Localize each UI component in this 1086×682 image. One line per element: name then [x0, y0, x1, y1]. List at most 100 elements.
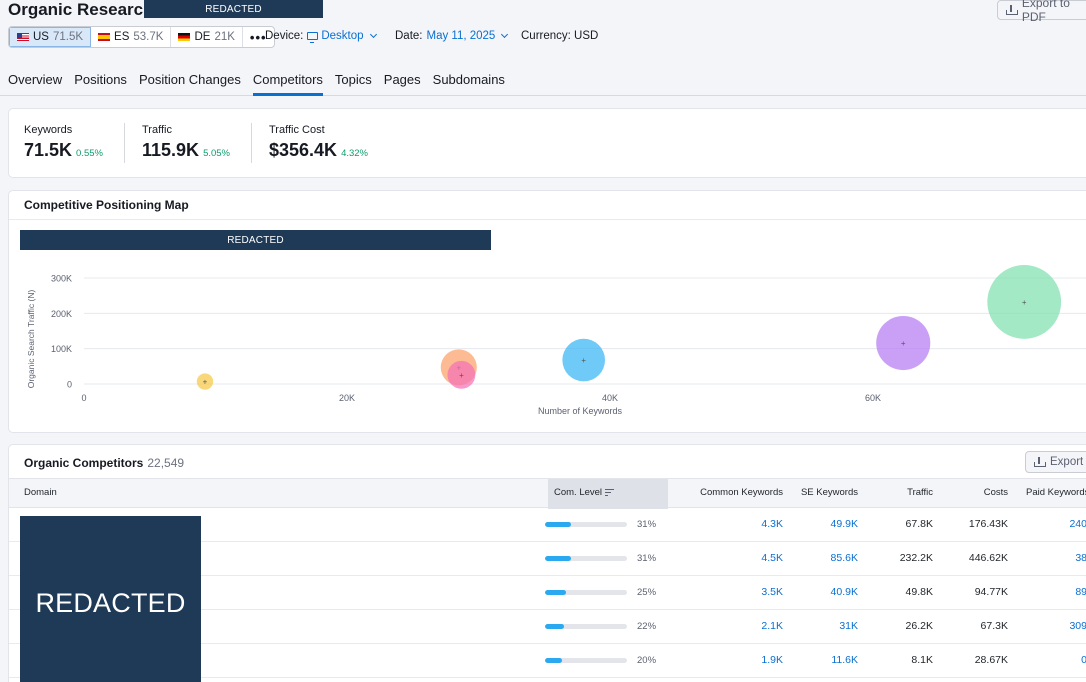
- col-costs[interactable]: Costs: [983, 487, 1008, 498]
- positioning-map-card: Competitive Positioning Map REDACTED 0 10…: [8, 190, 1086, 433]
- common-keywords-link[interactable]: 4.5K: [761, 552, 783, 564]
- table-row[interactable]: 25% 3.5K 40.9K 49.8K 94.77K 89: [9, 576, 1086, 610]
- export-pdf-button[interactable]: Export to PDF: [997, 0, 1086, 24]
- chevron-down-icon: [501, 30, 509, 39]
- x-tick-label: 60K: [865, 393, 881, 403]
- table-row[interactable]: 31% 4.3K 49.9K 67.8K 176.43K 240: [9, 508, 1086, 542]
- com-level-bar: [545, 522, 627, 527]
- db-code: ES: [114, 31, 130, 43]
- common-keywords-link[interactable]: 1.9K: [761, 654, 783, 666]
- se-keywords-link[interactable]: 85.6K: [830, 552, 858, 564]
- tab-competitors[interactable]: Competitors: [252, 66, 323, 96]
- metric-label: Keywords: [24, 124, 73, 136]
- positioning-map-chart: 0 100K 200K 300K 0 20K 40K 60K Number of Keyword…: [26, 265, 1086, 416]
- costs-value: 28.67K: [974, 654, 1008, 666]
- export-pdf-label: Export to PDF: [1021, 0, 1070, 24]
- bubble-center-marker: +: [1022, 298, 1027, 307]
- com-level-bar-fill: [545, 590, 567, 595]
- y-tick-label: 200K: [51, 309, 72, 319]
- com-level-bar-fill: [545, 624, 564, 629]
- export-button[interactable]: Export: [1025, 451, 1086, 473]
- paid-keywords-link[interactable]: 309: [1069, 620, 1086, 632]
- col-com-level[interactable]: Com. Level: [548, 479, 668, 509]
- es-flag-icon: [98, 33, 111, 41]
- col-se-keywords[interactable]: SE Keywords: [800, 487, 858, 498]
- db-de[interactable]: DE 21K: [171, 27, 243, 47]
- common-keywords-link[interactable]: 2.1K: [761, 620, 783, 632]
- db-count: 21K: [214, 31, 235, 43]
- traffic-value: 49.8K: [905, 586, 933, 598]
- bubble-center-marker: +: [459, 371, 464, 380]
- col-domain[interactable]: Domain: [24, 487, 57, 498]
- se-keywords-link[interactable]: 40.9K: [830, 586, 858, 598]
- organic-competitors-card: Organic Competitors 22,549 Export Domain …: [8, 444, 1086, 682]
- com-level-bar: [545, 556, 627, 561]
- com-level-bar-fill: [545, 556, 572, 561]
- device-selector[interactable]: Device: Desktop: [265, 30, 379, 43]
- metric-label: Traffic Cost: [269, 124, 325, 136]
- metric-traffic: Traffic 115.9K 5.05%: [142, 124, 230, 161]
- metric-keywords: Keywords 71.5K 0.55%: [24, 124, 103, 161]
- y-tick-label: 300K: [51, 274, 72, 284]
- x-tick-label: 20K: [339, 393, 355, 403]
- paid-keywords-link[interactable]: 89: [1075, 586, 1086, 598]
- table-row[interactable]: 20% 1.9K 11.6K 8.1K 28.67K 0: [9, 644, 1086, 678]
- com-level-pct: 31%: [637, 553, 657, 564]
- tab-positions[interactable]: Positions: [74, 72, 127, 87]
- com-level-pct: 22%: [637, 621, 657, 632]
- db-es[interactable]: ES 53.7K: [91, 27, 172, 47]
- currency-label: Currency: USD: [521, 30, 599, 42]
- metric-value: 71.5K: [24, 140, 73, 160]
- metric-change: 0.55%: [76, 148, 103, 159]
- com-level-pct: 20%: [637, 655, 657, 666]
- tab-subdomains[interactable]: Subdomains: [432, 72, 505, 87]
- se-keywords-link[interactable]: 49.9K: [830, 518, 858, 530]
- x-axis-label: Number of Keywords: [538, 406, 623, 416]
- data-bubble: [876, 315, 931, 371]
- table-row[interactable]: 22% 2.1K 31K 26.2K 67.3K 309: [9, 610, 1086, 644]
- tab-position-changes[interactable]: Position Changes: [138, 72, 241, 87]
- redacted-legend: REDACTED: [20, 230, 491, 250]
- se-keywords-link[interactable]: 11.6K: [831, 654, 858, 666]
- db-us[interactable]: US 71.5K: [9, 27, 92, 47]
- y-tick-label: 0: [67, 380, 72, 390]
- paid-keywords-link[interactable]: 0: [1081, 654, 1086, 666]
- redacted-domain: REDACTED: [144, 0, 323, 18]
- com-level-bar-fill: [545, 522, 572, 527]
- y-tick-label: 100K: [51, 344, 72, 354]
- table-row[interactable]: 31% 4.5K 85.6K 232.2K 446.62K 38: [9, 542, 1086, 576]
- data-bubble: [196, 373, 214, 390]
- paid-keywords-link[interactable]: 240: [1069, 518, 1086, 530]
- paid-keywords-link[interactable]: 38: [1075, 552, 1086, 564]
- x-tick-label: 40K: [602, 393, 618, 403]
- device-value: Desktop: [321, 30, 364, 42]
- bubble-center-marker: +: [901, 339, 906, 348]
- tab-overview[interactable]: Overview: [8, 72, 63, 87]
- col-paid-keywords[interactable]: Paid Keywords: [1026, 487, 1086, 498]
- tab-pages[interactable]: Pages: [383, 72, 421, 87]
- data-bubble: [447, 360, 476, 389]
- traffic-value: 26.2K: [905, 620, 933, 632]
- se-keywords-link[interactable]: 31K: [839, 620, 858, 632]
- date-label: Date:: [395, 30, 423, 42]
- com-level-pct: 25%: [637, 587, 657, 598]
- bubble-center-marker: +: [581, 356, 586, 365]
- common-keywords-link[interactable]: 3.5K: [761, 586, 783, 598]
- bubble-center-marker: +: [203, 378, 208, 387]
- costs-value: 176.43K: [968, 518, 1008, 530]
- competitors-title: Organic Competitors 22,549: [24, 456, 184, 470]
- col-common-keywords[interactable]: Common Keywords: [700, 487, 783, 498]
- costs-value: 67.3K: [980, 620, 1008, 632]
- common-keywords-link[interactable]: 4.3K: [761, 518, 783, 530]
- upload-icon: [1006, 5, 1018, 15]
- metric-change: 5.05%: [203, 148, 230, 159]
- col-traffic[interactable]: Traffic: [907, 487, 933, 498]
- sort-icon[interactable]: [605, 488, 615, 496]
- redacted-domains: REDACTED: [20, 516, 201, 682]
- data-bubble: [987, 265, 1062, 339]
- date-selector[interactable]: Date: May 11, 2025: [395, 30, 510, 42]
- more-databases-button[interactable]: •••: [249, 29, 267, 45]
- x-tick-label: 0: [81, 393, 86, 403]
- tab-topics[interactable]: Topics: [334, 72, 372, 87]
- device-label: Device:: [265, 30, 304, 42]
